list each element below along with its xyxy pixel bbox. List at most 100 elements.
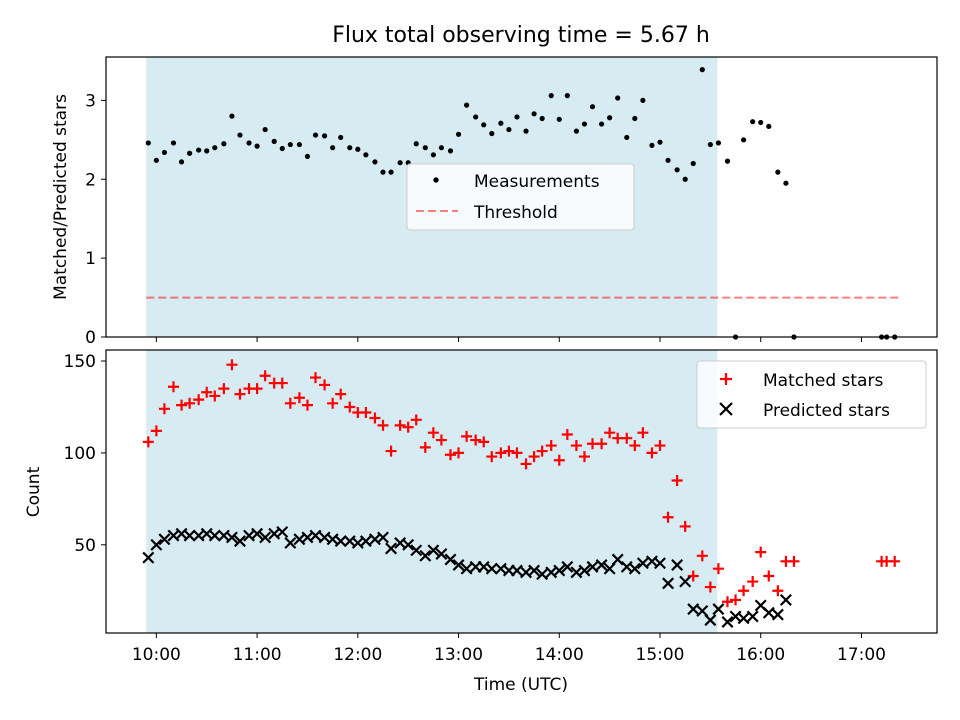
bottom-legend: Matched stars Predicted stars (696, 360, 927, 429)
matched-star-point (470, 434, 482, 446)
top-y-axis-label: Matched/Predicted stars (51, 94, 71, 300)
predicted-star-point (452, 559, 465, 571)
measurement-point (489, 130, 495, 137)
matched-star-point (763, 570, 775, 582)
matched-star-point (410, 414, 422, 426)
measurement-point (783, 180, 789, 186)
bottom-y-axis-label: Count (24, 466, 44, 517)
predicted-star-point (334, 535, 347, 548)
predicted-star-point (460, 562, 473, 575)
top-y-tick-label: 3 (85, 91, 96, 111)
legend-predicted-marker (719, 402, 733, 416)
predicted-star-point (208, 529, 221, 542)
matched-star-point (738, 585, 750, 597)
matched-star-point (158, 403, 170, 415)
measurement-point (514, 114, 520, 120)
matched-star-point (234, 388, 246, 400)
matched-star-point (486, 451, 498, 463)
measurement-point (657, 139, 663, 145)
predicted-star-point (662, 577, 675, 590)
measurement-point (674, 167, 680, 173)
measurement-point (221, 141, 227, 147)
matched-star-point (654, 440, 666, 452)
matched-star-point (528, 451, 540, 463)
measurement-point (145, 140, 151, 146)
top-legend: Measurements Threshold (406, 163, 635, 231)
x-tick-label: 16:00 (736, 645, 785, 665)
matched-star-point (209, 390, 221, 402)
measurement-point (355, 146, 361, 152)
measurement-point (715, 140, 722, 146)
measurement-point (422, 145, 428, 151)
measurement-point (455, 131, 462, 137)
matched-star-point (662, 511, 674, 523)
matched-star-point (335, 388, 347, 400)
matched-star-point (621, 432, 633, 444)
x-tick-label: 17:00 (837, 645, 886, 665)
x-tick-label: 13:00 (434, 645, 483, 665)
predicted-star-point (679, 575, 692, 588)
matched-star-point (721, 596, 733, 608)
matched-star-point (226, 359, 238, 371)
predicted-star-point (595, 559, 608, 571)
measurement-point (447, 148, 454, 154)
measurement-point (498, 120, 504, 126)
matched-star-point (394, 419, 406, 431)
predicted-star-point (142, 551, 155, 564)
measurement-point (758, 119, 764, 126)
predicted-star-point (586, 560, 599, 573)
measurement-point (581, 121, 588, 127)
matched-star-point (536, 445, 548, 457)
matched-star-point (218, 383, 230, 395)
legend-matched-label: Matched stars (763, 371, 883, 391)
matched-star-point (259, 370, 271, 382)
predicted-star-point (284, 536, 297, 549)
measurement-point (279, 145, 285, 152)
predicted-star-point (410, 544, 423, 557)
measurement-point (615, 95, 621, 101)
measurement-point (573, 128, 579, 134)
matched-star-point (520, 458, 532, 470)
measurement-point (598, 121, 605, 127)
predicted-star-point (444, 553, 457, 566)
measurement-point (640, 97, 646, 103)
bottom-plot-layer (142, 350, 901, 633)
matched-star-point (435, 434, 447, 446)
matched-star-point (184, 397, 196, 409)
predicted-star-point (510, 564, 523, 577)
measurement-point (724, 158, 731, 164)
measurement-point (321, 133, 328, 139)
measurement-point (204, 148, 210, 154)
predicted-star-point (359, 535, 372, 548)
measurement-point (649, 142, 655, 148)
predicted-star-point (233, 535, 246, 548)
measurement-point (589, 104, 596, 110)
measurement-point (750, 119, 756, 125)
matched-star-point (427, 427, 439, 439)
measurement-point (372, 159, 378, 165)
measurement-point (254, 143, 260, 149)
matched-star-point (385, 445, 397, 457)
matched-star-point (511, 447, 523, 459)
measurement-point (464, 102, 470, 108)
bottom-y-tick-label: 150 (64, 352, 96, 372)
measurement-point (707, 141, 713, 148)
predicted-star-point (528, 564, 541, 577)
matched-star-point (696, 550, 708, 562)
matched-star-point (276, 377, 288, 389)
measurement-point (161, 149, 168, 156)
matched-star-point (730, 594, 742, 606)
predicted-star-point (712, 603, 725, 616)
measurement-point (665, 157, 671, 163)
measurement-point (699, 67, 705, 73)
measurement-point (506, 126, 512, 133)
predicted-star-point (377, 531, 389, 544)
top-y-tick-label: 1 (85, 249, 96, 269)
top-panel: 0 1 2 3 Matched/Predicted stars Measurement… (51, 56, 938, 348)
predicted-star-point (385, 542, 398, 555)
matched-star-point (629, 440, 641, 452)
matched-star-point (646, 447, 658, 459)
measurement-point (690, 160, 696, 167)
predicted-star-point (225, 531, 238, 544)
predicted-star-point (309, 529, 322, 542)
